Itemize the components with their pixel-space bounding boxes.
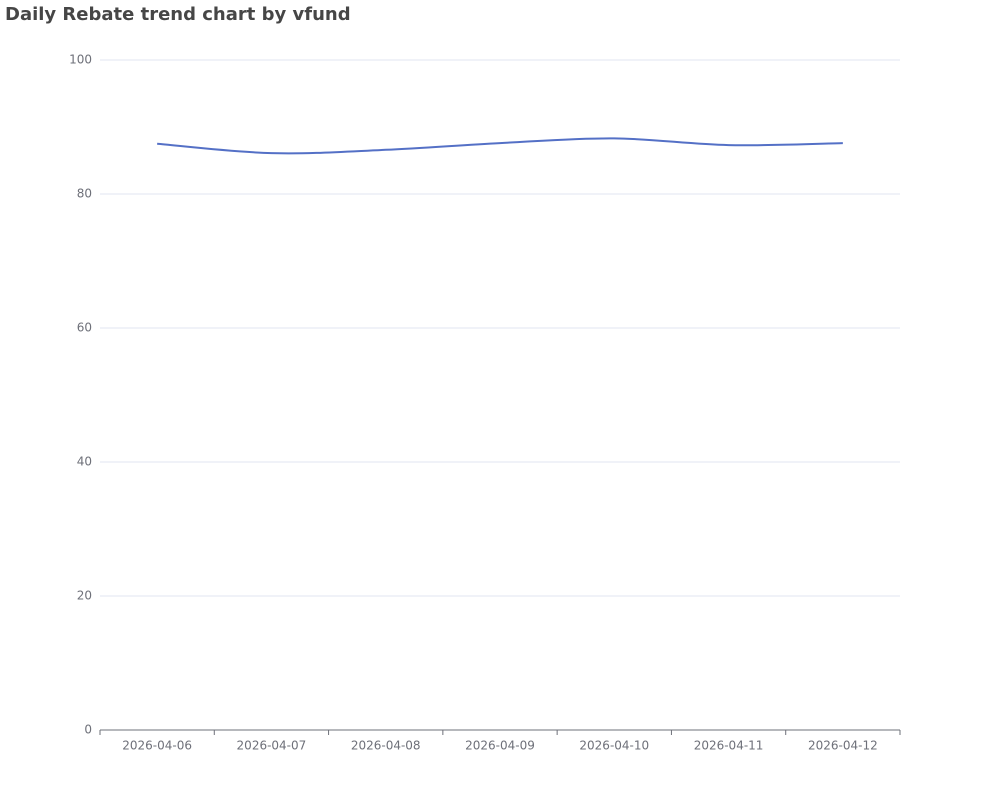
y-tick-label: 60 — [77, 321, 92, 335]
y-tick-label: 40 — [77, 455, 92, 469]
y-tick-label: 100 — [69, 53, 92, 67]
x-tick-label: 2026-04-10 — [579, 739, 649, 753]
x-tick-label: 2026-04-06 — [122, 739, 192, 753]
line — [157, 137, 843, 155]
x-tick-label: 2026-04-07 — [237, 739, 307, 753]
y-tick-label: 0 — [84, 723, 92, 737]
x-tick-label: 2026-04-12 — [808, 739, 878, 753]
x-tick-label: 2026-04-08 — [351, 739, 421, 753]
x-tick-label: 2026-04-11 — [694, 739, 764, 753]
y-tick-label: 80 — [77, 187, 92, 201]
y-tick-label: 20 — [77, 589, 92, 603]
chart-title: Daily Rebate trend chart by vfund — [5, 4, 351, 25]
x-tick-label: 2026-04-09 — [465, 739, 535, 753]
